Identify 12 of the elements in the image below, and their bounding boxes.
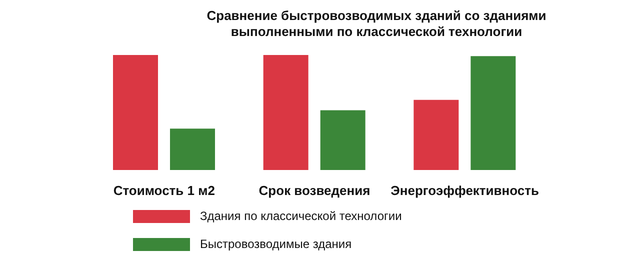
chart-title: Сравнение быстровозводимых зданий со зданиями выполненными по классической технологии	[206, 8, 548, 40]
x-tick-label: Стоимость 1 м2	[113, 183, 215, 198]
bar	[170, 128, 215, 170]
x-tick-label: Энергоэффективность	[390, 183, 540, 198]
bar	[113, 55, 158, 170]
bar	[263, 55, 308, 170]
legend-label: Здания по классической технологии	[200, 209, 402, 223]
x-tick-label: Срок возведения	[258, 183, 370, 198]
legend-label: Быстровозводимые здания	[200, 237, 352, 251]
bar	[414, 100, 459, 170]
bar	[470, 56, 516, 170]
bar	[320, 110, 366, 170]
